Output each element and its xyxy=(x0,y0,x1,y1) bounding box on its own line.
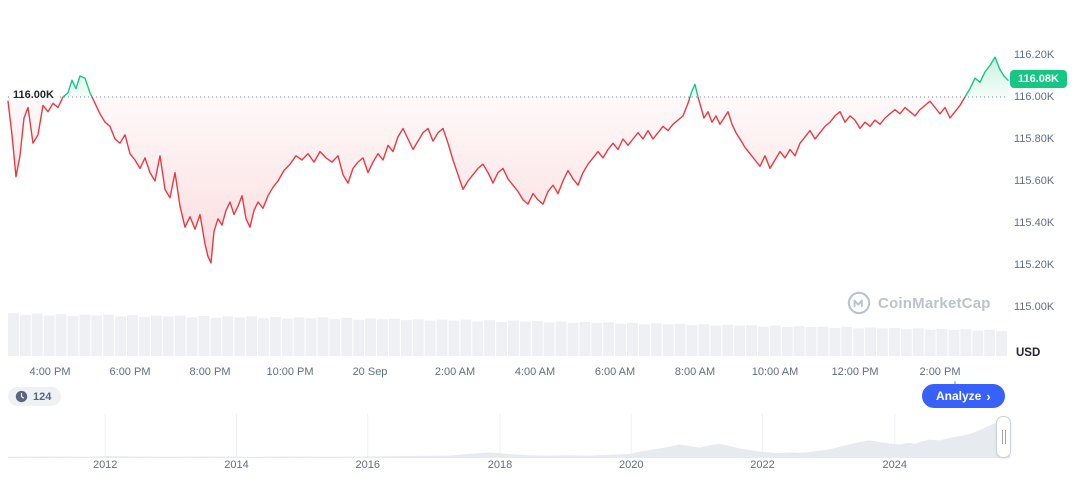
watermark-text: CoinMarketCap xyxy=(878,294,991,312)
analyze-label: Analyze xyxy=(936,389,982,403)
y-tick-label: 115.80K xyxy=(1014,133,1055,145)
coinmarketcap-logo-icon xyxy=(847,291,871,315)
y-tick-label: 115.20K xyxy=(1014,259,1055,271)
current-price-badge: 116.08K xyxy=(1010,70,1067,89)
watermark: CoinMarketCap xyxy=(846,290,991,316)
navigator-year-label: 2016 xyxy=(355,459,380,471)
history-clock-icon xyxy=(15,390,28,403)
x-tick-label: 10:00 AM xyxy=(751,366,799,378)
x-tick-label: 8:00 AM xyxy=(674,366,716,378)
y-tick-label: 116.20K xyxy=(1014,49,1055,61)
x-tick-label: 2:00 AM xyxy=(434,366,476,378)
history-count: 124 xyxy=(33,390,52,403)
navigator-year-label: 2014 xyxy=(224,459,249,471)
currency-label: USD xyxy=(1016,347,1041,359)
navigator-year-label: 2020 xyxy=(618,459,644,471)
y-tick-label: 115.40K xyxy=(1014,217,1055,229)
price-chart-canvas[interactable] xyxy=(0,0,1072,410)
x-tick-label: 6:00 AM xyxy=(594,366,636,378)
range-navigator[interactable] xyxy=(8,414,1010,458)
analyze-button[interactable]: Analyze › xyxy=(922,384,1005,408)
navigator-year-label: 2022 xyxy=(750,459,775,471)
y-tick-label: 116.00K xyxy=(1014,91,1055,103)
x-tick-label: 20 Sep xyxy=(352,366,388,378)
y-tick-label: 115.60K xyxy=(1014,175,1055,187)
navigator-year-label: 2012 xyxy=(92,459,118,471)
y-tick-label: 115.00K xyxy=(1014,301,1055,313)
navigator-year-label: 2024 xyxy=(882,459,908,471)
navigator-drag-handle[interactable] xyxy=(996,416,1011,458)
x-tick-label: 4:00 PM xyxy=(29,366,71,378)
chevron-right-icon: › xyxy=(986,388,991,404)
x-tick-label: 6:00 PM xyxy=(109,366,151,378)
x-tick-label: 8:00 PM xyxy=(189,366,231,378)
navigator-year-label: 2018 xyxy=(487,459,513,471)
navigator-year-axis: 2012 2014 2016 2018 2020 2022 2024 xyxy=(0,459,1072,473)
x-tick-label: 2:00 PM xyxy=(919,366,961,378)
history-count-pill[interactable]: 124 xyxy=(8,387,62,406)
x-tick-label: 10:00 PM xyxy=(266,366,314,378)
x-axis: 4:00 PM 6:00 PM 8:00 PM 10:00 PM 20 Sep 2:00 … xyxy=(0,366,1072,382)
x-tick-label: 12:00 PM xyxy=(831,366,879,378)
x-tick-label: 4:00 AM xyxy=(514,366,556,378)
baseline-price-label: 116.00K xyxy=(10,89,57,101)
